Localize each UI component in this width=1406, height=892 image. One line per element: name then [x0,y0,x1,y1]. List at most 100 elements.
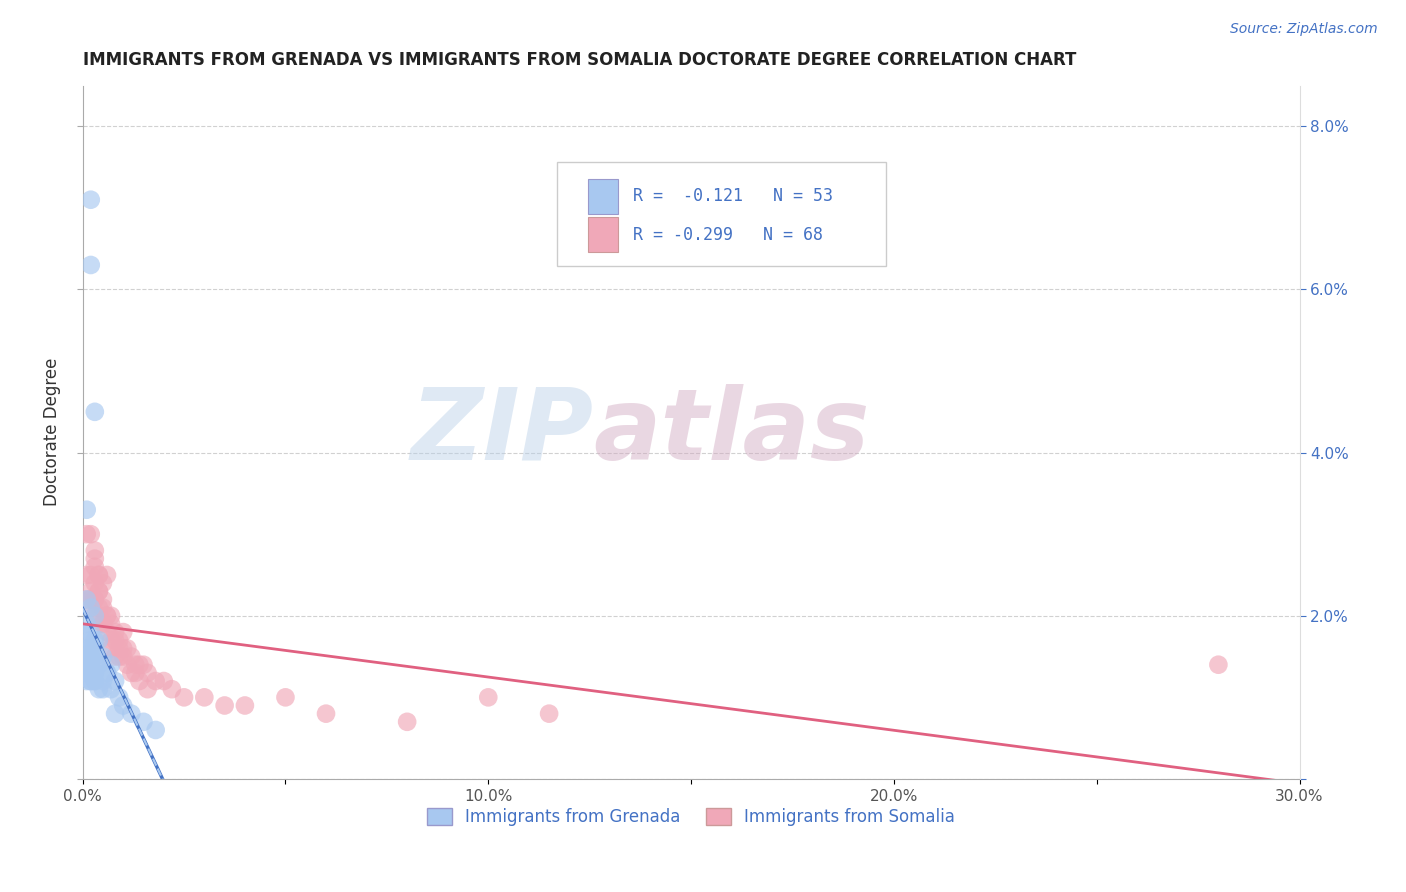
Point [315,706,337,721]
Point [112,649,135,664]
Text: atlas: atlas [593,384,870,481]
Point [76,641,98,656]
Point [76,502,98,516]
Text: IMMIGRANTS FROM GRENADA VS IMMIGRANTS FROM SOMALIA DOCTORATE DEGREE CORRELATION : IMMIGRANTS FROM GRENADA VS IMMIGRANTS FR… [83,51,1076,69]
Point [104,706,127,721]
Point [173,690,195,705]
Point [396,714,419,729]
Point [76,665,98,680]
Point [83,641,105,656]
Point [87,568,110,582]
Point [96,568,118,582]
Point [83,559,105,574]
Point [214,698,236,713]
Legend: Immigrants from Grenada, Immigrants from Somalia: Immigrants from Grenada, Immigrants from… [420,802,962,833]
Point [76,527,98,541]
Point [128,673,150,688]
Point [80,625,103,640]
Point [128,657,150,672]
Point [83,608,105,623]
Point [80,592,103,607]
Point [87,608,110,623]
Point [83,592,105,607]
Point [76,592,98,607]
Point [96,665,118,680]
Point [96,608,118,623]
Y-axis label: Doctorate Degree: Doctorate Degree [44,358,60,507]
Point [145,723,167,737]
Point [91,673,114,688]
Point [83,673,105,688]
Point [80,193,103,207]
Point [96,608,118,623]
Point [91,682,114,697]
Point [104,625,127,640]
Point [233,698,256,713]
Point [76,616,98,631]
Point [83,633,105,648]
Point [96,625,118,640]
Point [80,641,103,656]
Point [76,592,98,607]
Point [112,625,135,640]
Point [83,576,105,591]
Point [80,600,103,615]
Point [124,665,146,680]
Text: R =  -0.121   N = 53: R = -0.121 N = 53 [633,187,832,205]
Point [91,649,114,664]
FancyBboxPatch shape [557,161,886,266]
Point [108,633,131,648]
Point [100,657,122,672]
Point [83,608,105,623]
Point [91,616,114,631]
Text: Source: ZipAtlas.com: Source: ZipAtlas.com [1230,22,1378,37]
Point [80,600,103,615]
Point [160,682,183,697]
Point [87,584,110,599]
Point [132,657,155,672]
Point [76,657,98,672]
Point [83,405,105,419]
Point [80,665,103,680]
Point [100,682,122,697]
Point [83,665,105,680]
Point [117,641,139,656]
Point [91,600,114,615]
Point [80,258,103,272]
Point [83,543,105,558]
Point [83,665,105,680]
Point [96,665,118,680]
Text: R = -0.299   N = 68: R = -0.299 N = 68 [633,226,823,244]
Point [83,673,105,688]
Point [120,649,142,664]
Point [76,641,98,656]
Point [117,657,139,672]
Point [80,649,103,664]
Point [83,551,105,566]
Point [80,673,103,688]
Point [87,600,110,615]
Point [104,633,127,648]
Point [80,527,103,541]
Point [80,633,103,648]
Point [80,568,103,582]
Point [91,616,114,631]
Point [538,706,561,721]
Point [80,592,103,607]
Text: ZIP: ZIP [411,384,593,481]
Point [145,673,167,688]
Point [87,584,110,599]
Point [80,665,103,680]
Point [80,649,103,664]
Point [76,673,98,688]
Point [100,641,122,656]
Point [104,649,127,664]
Point [100,616,122,631]
Point [76,568,98,582]
Point [193,690,215,705]
Point [477,690,499,705]
Point [132,714,155,729]
Point [108,690,131,705]
Point [108,649,131,664]
Point [80,673,103,688]
